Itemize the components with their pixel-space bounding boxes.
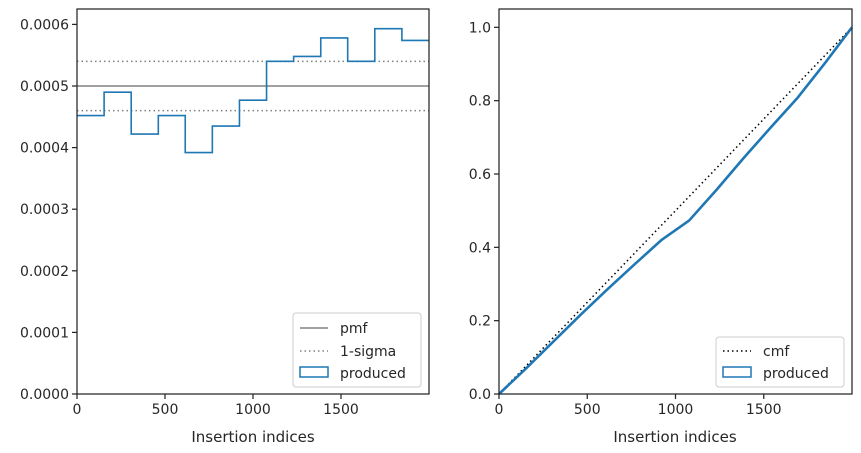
- right-y-tick-label: 0.4: [469, 240, 491, 256]
- right-x-tick-label: 500: [574, 402, 601, 418]
- left-y-tick-label: 0.0005: [20, 79, 69, 95]
- left-x-axis-label: Insertion indices: [191, 428, 314, 446]
- right-panel: 0 500 1000 1500 0.0 0.2 0.4 0.6 0.8 1.0 Insertion…: [469, 8, 854, 446]
- produced-cumulative-line: [498, 26, 854, 395]
- left-y-tick-label: 0.0006: [20, 17, 69, 33]
- right-y-tick-label: 0.8: [469, 94, 491, 110]
- left-y-tick-label: 0.0002: [20, 264, 69, 280]
- legend-produced-right-label: produced: [763, 366, 829, 382]
- right-axes-frame: [498, 8, 853, 395]
- left-plot-marks: [77, 27, 429, 154]
- right-y-tick-label: 0.2: [469, 314, 491, 330]
- left-x-tick-label: 500: [152, 402, 179, 418]
- left-panel: 0 500 1000 1500 0.0000 0.0001 0.0002 0.0003 0.00…: [20, 8, 430, 446]
- legend-produced-swatch: [299, 366, 329, 378]
- right-x-tick-label: 1000: [658, 402, 694, 418]
- left-x-tick-label: 0: [73, 402, 82, 418]
- right-x-tick-label: 0: [495, 402, 504, 418]
- left-legend-box: [292, 312, 422, 388]
- left-y-tick-label: 0.0001: [20, 325, 69, 341]
- right-y-tick-label: 0.6: [469, 167, 491, 183]
- cmf-line: [498, 26, 853, 395]
- right-legend: cmf produced: [715, 336, 845, 388]
- right-y-tick-label: 1.0: [469, 20, 491, 36]
- left-y-tick-label: 0.0003: [20, 202, 69, 218]
- right-y-tick-label: 0.0: [469, 387, 491, 403]
- left-x-tick-label: 1500: [323, 402, 359, 418]
- legend-pmf-label: pmf: [340, 321, 369, 337]
- left-y-tick-label: 0.0000: [20, 387, 69, 403]
- produced-histogram-step: [77, 27, 429, 154]
- left-legend: pmf 1-sigma produced: [292, 312, 422, 388]
- left-x-tick-label: 1000: [235, 402, 271, 418]
- right-legend-box: [715, 336, 845, 388]
- right-ticks: 0 500 1000 1500 0.0 0.2 0.4 0.6 0.8 1.0: [469, 20, 782, 418]
- left-ticks: 0 500 1000 1500 0.0000 0.0001 0.0002 0.0003 0.00…: [20, 17, 359, 418]
- right-x-tick-label: 1500: [746, 402, 782, 418]
- legend-cmf-label: cmf: [763, 344, 790, 360]
- legend-produced-label: produced: [340, 366, 406, 382]
- legend-sigma-label: 1-sigma: [340, 344, 396, 360]
- legend-produced-right-swatch: [722, 366, 752, 378]
- right-x-axis-label: Insertion indices: [613, 428, 736, 446]
- left-y-tick-label: 0.0004: [20, 141, 69, 157]
- right-plot-marks: [498, 26, 854, 395]
